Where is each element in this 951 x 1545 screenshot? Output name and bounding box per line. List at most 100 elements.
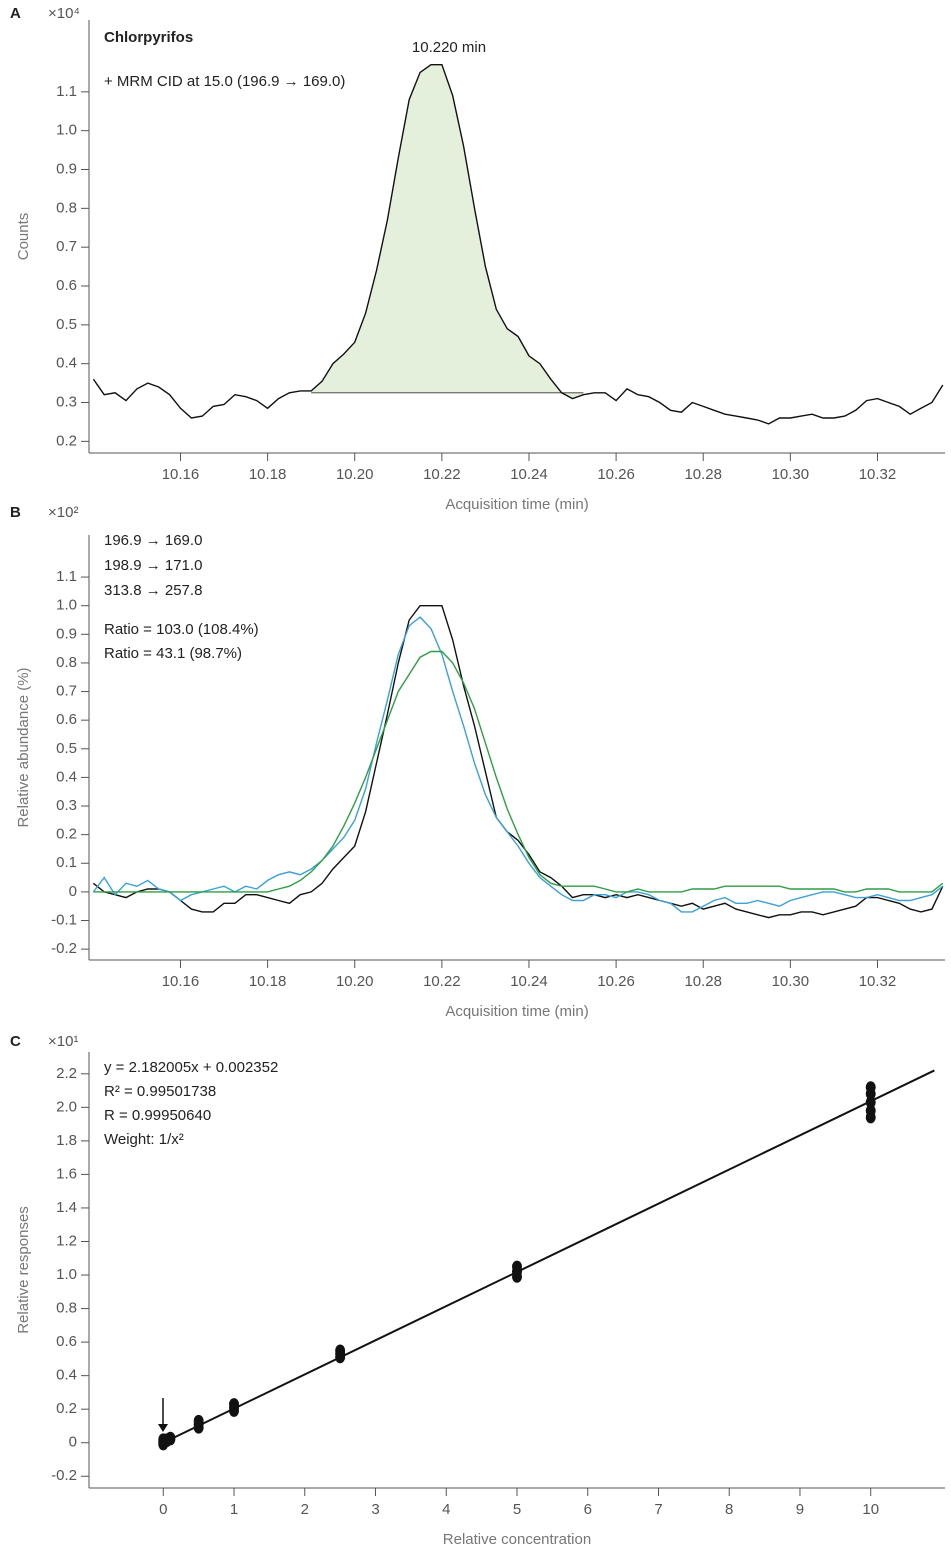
y-tick-label: 0.8 [56,1300,77,1317]
x-tick-label: 8 [725,1501,733,1518]
x-tick-label: 10.20 [336,973,374,990]
y-tick-label: 0.6 [56,711,77,728]
data-point [165,1431,176,1444]
y-tick-label: 0.5 [56,740,77,757]
data-point [229,1398,240,1411]
y-tick-label: 0 [69,1434,77,1451]
y-tick-label: -0.1 [51,911,77,928]
y-tick-label: 0.2 [56,826,77,843]
data-point [335,1344,346,1357]
panel-label: C [10,1033,21,1050]
y-tick-label: 0.3 [56,797,77,814]
y-tick-label: 1.6 [56,1165,77,1182]
chart-title: Chlorpyrifos [104,29,193,46]
y-axis-title: Counts [15,213,32,261]
axis-multiplier: ×10¹ [48,1033,78,1050]
y-tick-label: 1.0 [56,1266,77,1283]
y-tick-label: 2.2 [56,1065,77,1082]
y-tick-label: 1.0 [56,597,77,614]
data-point [193,1414,204,1427]
annotation: R² = 0.99501738 [104,1083,216,1100]
x-tick-label: 10.32 [859,973,897,990]
panel-label: B [10,504,21,521]
legend-entry: 198.9 → 171.0 [104,557,202,574]
x-tick-label: 10.32 [859,466,897,483]
y-tick-label: 0.9 [56,625,77,642]
y-tick-label: 0.4 [56,768,77,785]
axis-multiplier: ×10² [48,504,78,521]
x-tick-label: 10.24 [510,973,548,990]
data-point [865,1096,876,1109]
axis-multiplier: ×10⁴ [48,5,80,22]
x-axis-title: Acquisition time (min) [445,1003,588,1020]
y-tick-label: 0.7 [56,238,77,255]
y-tick-label: 0.8 [56,199,77,216]
x-tick-label: 5 [513,1501,521,1518]
y-tick-label: 0.4 [56,355,77,372]
y-tick-label: 1.1 [56,83,77,100]
peak-label: 10.220 min [412,39,486,56]
chart-subtitle: + MRM CID at 15.0 (196.9 → 169.0) [104,73,345,90]
x-tick-label: 10.18 [249,466,287,483]
x-tick-label: 10.24 [510,466,548,483]
annotation: Ratio = 103.0 (108.4%) [104,621,259,638]
y-tick-label: 0.9 [56,160,77,177]
y-tick-label: 1.1 [56,568,77,585]
panel-label: A [10,5,21,22]
x-tick-label: 0 [159,1501,167,1518]
y-tick-label: 0.3 [56,393,77,410]
annotation: Weight: 1/x² [104,1131,184,1148]
x-tick-label: 10.26 [597,466,635,483]
trace [92,605,944,919]
y-tick-label: 1.0 [56,122,77,139]
y-tick-label: 0.6 [56,277,77,294]
y-tick-label: 1.8 [56,1132,77,1149]
y-tick-label: 0.4 [56,1367,77,1384]
y-tick-label: -0.2 [51,940,77,957]
x-tick-label: 7 [654,1501,662,1518]
annotation: R = 0.99950640 [104,1107,211,1124]
y-tick-label: -0.2 [51,1467,77,1484]
y-tick-label: 0.2 [56,432,77,449]
fit-line [162,1069,935,1444]
x-tick-label: 10.30 [772,466,810,483]
legend-entry: 313.8 → 257.8 [104,582,202,599]
x-tick-label: 6 [584,1501,592,1518]
trace [93,650,944,893]
x-tick-label: 10.16 [162,466,200,483]
y-tick-label: 0.7 [56,683,77,700]
x-tick-label: 9 [796,1501,804,1518]
x-tick-label: 10.16 [162,973,200,990]
x-tick-label: 10 [862,1501,879,1518]
y-axis-title: Relative abundance (%) [15,667,32,827]
x-tick-label: 3 [371,1501,379,1518]
trace [92,64,944,425]
y-tick-label: 0.6 [56,1333,77,1350]
x-tick-label: 10.28 [684,466,722,483]
y-axis-title: Relative responses [15,1206,32,1334]
x-tick-label: 10.22 [423,973,461,990]
annotation: y = 2.182005x + 0.002352 [104,1059,278,1076]
data-point [512,1260,522,1273]
arrow-head [158,1424,168,1432]
x-axis-title: Acquisition time (min) [445,496,588,513]
y-tick-label: 0.5 [56,316,77,333]
x-tick-label: 10.20 [336,466,374,483]
annotation: Ratio = 43.1 (98.7%) [104,645,242,662]
y-tick-label: 1.4 [56,1199,77,1216]
y-tick-label: 0.8 [56,654,77,671]
x-tick-label: 10.28 [684,973,722,990]
x-tick-label: 10.30 [772,973,810,990]
data-point [865,1081,876,1094]
legend-entry: 196.9 → 169.0 [104,532,202,549]
peak-area [311,64,584,399]
x-axis-title: Relative concentration [443,1531,591,1545]
y-tick-label: 0 [69,883,77,900]
y-tick-label: 1.2 [56,1232,77,1249]
y-tick-label: 2.0 [56,1098,77,1115]
x-tick-label: 10.18 [249,973,287,990]
x-tick-label: 1 [230,1501,238,1518]
x-tick-label: 10.26 [597,973,635,990]
y-tick-label: 0.2 [56,1400,77,1417]
